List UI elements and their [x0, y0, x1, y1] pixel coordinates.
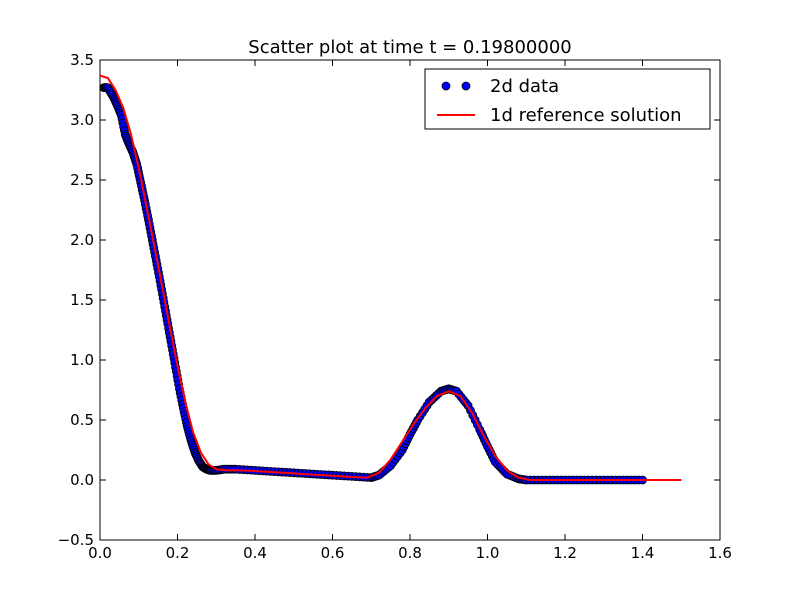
- axes-frame: [99, 59, 721, 541]
- x-tick-label: 0.6: [321, 544, 345, 562]
- y-tick-label: 3.5: [70, 51, 94, 69]
- x-tick-label: 1.2: [553, 544, 577, 562]
- chart-title: Scatter plot at time t = 0.19800000: [248, 37, 571, 58]
- data-layer: [100, 74, 682, 485]
- legend: 2d data 1d reference solution: [424, 68, 711, 130]
- x-tick-label: 1.0: [476, 544, 500, 562]
- y-tick-label: 0.5: [70, 411, 94, 429]
- legend-marker-2d-data: [461, 81, 471, 91]
- y-tick-label: 2.5: [70, 171, 94, 189]
- y-tick-label: 1.0: [70, 351, 94, 369]
- x-tick-label: 0.2: [166, 544, 190, 562]
- y-tick-label: 0.0: [70, 471, 94, 489]
- y-tick-label: −0.5: [58, 531, 94, 549]
- y-tick-label: 1.5: [70, 291, 94, 309]
- y-tick-label: 2.0: [70, 231, 94, 249]
- x-tick-label: 1.4: [631, 544, 655, 562]
- legend-box: [424, 68, 711, 130]
- legend-label-2d-data: 2d data: [490, 76, 559, 97]
- x-tick-label: 0.0: [88, 544, 112, 562]
- x-tick-label: 1.6: [708, 544, 732, 562]
- x-tick-label: 0.4: [243, 544, 267, 562]
- reference-line: [100, 74, 682, 481]
- y-tick-label: 3.0: [70, 111, 94, 129]
- legend-label-reference: 1d reference solution: [490, 105, 682, 126]
- x-tick-label: 0.8: [398, 544, 422, 562]
- legend-marker-2d-data: [441, 81, 451, 91]
- plot-area: 0.0 0.2 0.4 0.6 0.8 1.0 1.2 1.4 1.6−0.50.00.51.0…: [58, 51, 732, 562]
